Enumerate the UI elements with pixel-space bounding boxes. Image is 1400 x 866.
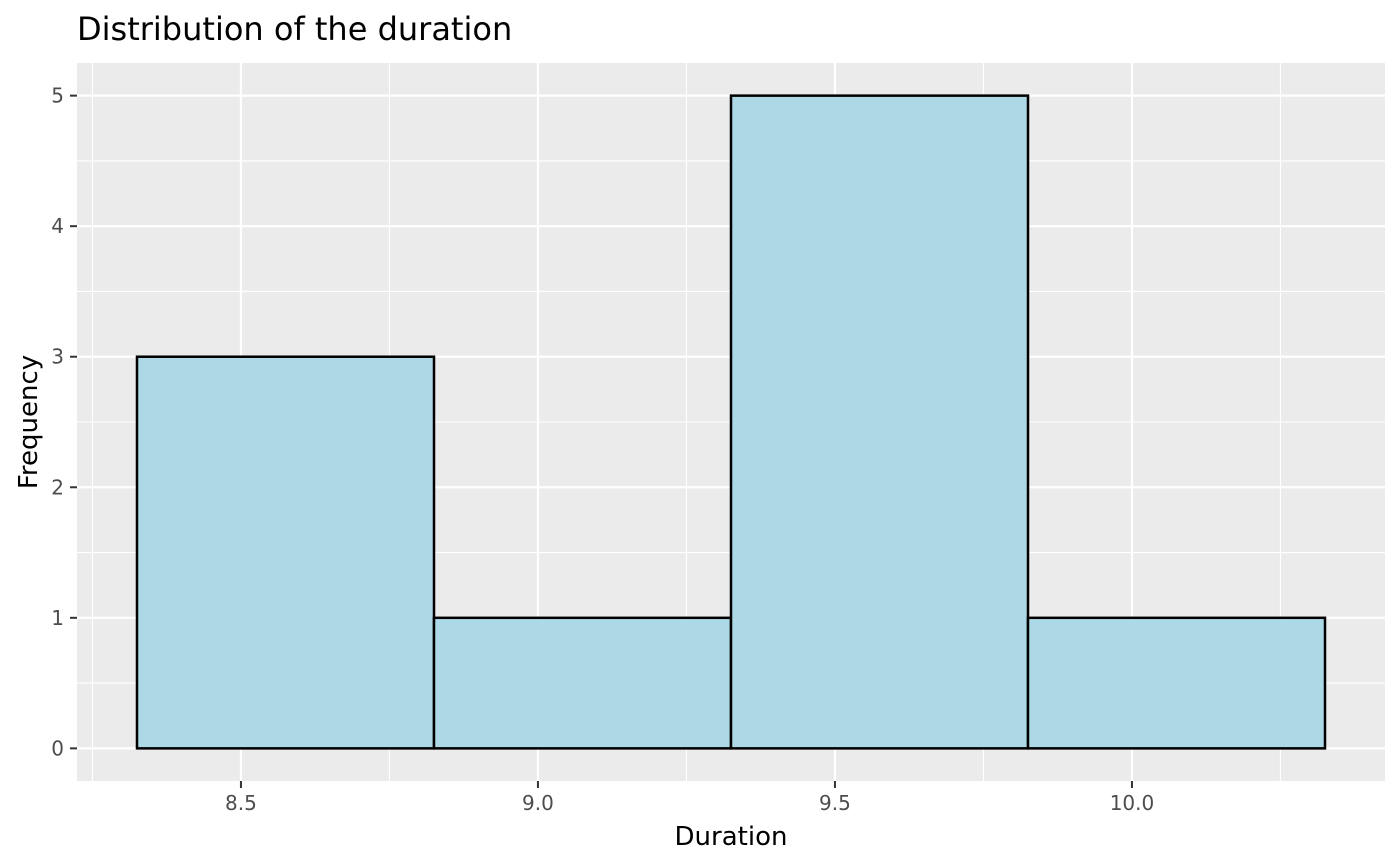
x-tick-label: 10.0 [1110, 791, 1155, 815]
histogram-bar [432, 616, 733, 750]
y-axis-title: Frequency [14, 355, 44, 489]
x-axis-title: Duration [675, 822, 788, 852]
histogram-bar [135, 355, 436, 750]
histogram-bar [729, 94, 1030, 750]
y-tick-label: 0 [51, 736, 64, 760]
x-axis: 8.5 9.0 9.5 10.0 [225, 781, 1154, 815]
y-tick-label: 5 [51, 84, 64, 108]
y-tick-label: 3 [51, 345, 64, 369]
y-axis: 0 1 2 3 4 5 [51, 84, 77, 760]
x-tick-label: 8.5 [225, 791, 257, 815]
x-tick-label: 9.5 [819, 791, 851, 815]
histogram-bar [1026, 616, 1327, 750]
y-tick-label: 1 [51, 606, 64, 630]
x-tick-label: 9.0 [522, 791, 554, 815]
y-tick-label: 2 [51, 475, 64, 499]
y-tick-label: 4 [51, 214, 64, 238]
histogram-bars [135, 94, 1327, 750]
chart-title: Distribution of the duration [77, 10, 512, 48]
